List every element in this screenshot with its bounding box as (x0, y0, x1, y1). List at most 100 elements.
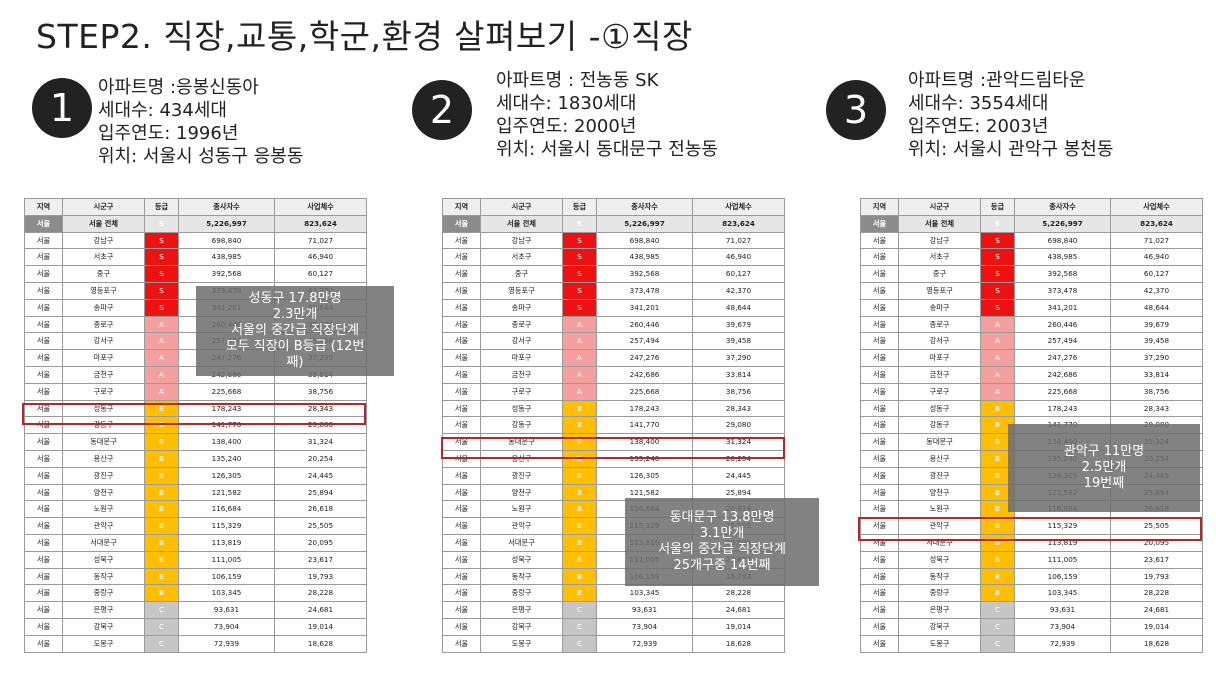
district-cell: 은평구 (898, 601, 981, 619)
table-row: 서울 서초구 S 438,985 46,940 (442, 248, 785, 267)
callout-line: 서울의 중간급 직장단계 (231, 323, 359, 338)
grade-cell: C (562, 601, 597, 619)
district-cell: 광진구 (898, 466, 981, 485)
grade-cell: B (562, 399, 597, 418)
businesses-cell: 20,095 (274, 533, 367, 552)
grade-cell: B (980, 399, 1015, 418)
district-cell: 마포구 (898, 349, 981, 367)
column-header: 종사자수 (1014, 198, 1111, 216)
businesses-cell: 28,228 (692, 584, 785, 603)
businesses-cell: 71,027 (1110, 231, 1203, 250)
grade-cell: A (144, 315, 179, 334)
grade-cell: A (144, 382, 179, 401)
region-cell: 서울 (442, 466, 481, 485)
region-cell: 서울 (860, 315, 899, 334)
grade-cell: B (144, 533, 179, 552)
workers-cell: 73,904 (596, 617, 693, 636)
district-cell: 성북구 (898, 550, 981, 569)
region-cell: 서울 (860, 365, 899, 384)
businesses-cell: 37,290 (1110, 349, 1203, 367)
number-badge-1: 1 (32, 78, 92, 138)
businesses-cell: 48,644 (692, 298, 785, 317)
region-cell: 서울 (860, 550, 899, 569)
apartment-location: 위치: 서울시 관악구 봉천동 (908, 139, 1114, 160)
region-cell: 서울 (24, 248, 63, 267)
businesses-cell: 19,014 (692, 617, 785, 636)
district-cell: 송파구 (62, 298, 145, 317)
grade-cell: S (562, 248, 597, 267)
grade-cell: B (144, 550, 179, 569)
workers-cell: 141,770 (596, 416, 693, 435)
workers-cell: 121,582 (178, 483, 275, 502)
apartment-year: 입주연도: 2003년 (908, 116, 1049, 137)
district-cell: 도봉구 (480, 634, 563, 653)
businesses-cell: 28,343 (1110, 399, 1203, 418)
businesses-cell: 42,370 (1110, 281, 1203, 300)
grade-cell: B (980, 584, 1015, 603)
workers-cell: 698,840 (1014, 231, 1111, 250)
column-header: 종사자수 (596, 198, 693, 216)
region-cell: 서울 (24, 500, 63, 519)
businesses-cell: 33,814 (692, 365, 785, 384)
apartment-info-3: 아파트명 :관악드림타운 세대수: 3554세대 입주연도: 2003년 위치:… (908, 69, 1113, 161)
region-cell: 서울 (24, 517, 63, 535)
businesses-cell: 24,445 (692, 466, 785, 485)
table-row: 서울 도봉구 C 72,939 18,628 (442, 634, 785, 653)
region-cell: 서울 (442, 601, 481, 619)
grade-cell: B (562, 466, 597, 485)
businesses-cell: 24,681 (1110, 601, 1203, 619)
district-cell: 영등포구 (62, 281, 145, 300)
region-cell: 서울 (860, 281, 899, 300)
region-cell: 서울 (860, 433, 899, 451)
region-cell: 서울 (24, 298, 63, 317)
grade-cell: B (562, 416, 597, 435)
businesses-cell: 25,894 (274, 483, 367, 502)
workers-cell: 93,631 (178, 601, 275, 619)
apartment-info-2: 아파트명 : 전농동 SK 세대수: 1830세대 입주연도: 2000년 위치… (496, 69, 718, 161)
grade-cell: S (144, 214, 179, 233)
region-cell: 서울 (442, 315, 481, 334)
workers-cell: 93,631 (1014, 601, 1111, 619)
grade-cell: A (562, 332, 597, 351)
workers-cell: 73,904 (178, 617, 275, 636)
workers-cell: 111,005 (1014, 550, 1111, 569)
businesses-cell: 18,628 (692, 634, 785, 653)
district-cell: 동작구 (62, 567, 145, 586)
highlight-row-seongdong (22, 403, 366, 425)
apartment-households: 세대수: 1830세대 (496, 93, 637, 114)
district-cell: 서초구 (898, 248, 981, 267)
table-row: 서울 강북구 C 73,904 19,014 (24, 617, 367, 636)
businesses-cell: 24,445 (274, 466, 367, 485)
district-cell: 종로구 (62, 315, 145, 334)
column-header: 시군구 (62, 198, 145, 216)
region-cell: 서울 (442, 634, 481, 653)
businesses-cell: 823,624 (692, 214, 785, 233)
businesses-cell: 19,793 (274, 567, 367, 586)
table-row: 서울 도봉구 C 72,939 18,628 (860, 634, 1203, 653)
district-cell: 강북구 (62, 617, 145, 636)
district-cell: 서울 전체 (62, 214, 145, 233)
district-cell: 중랑구 (480, 584, 563, 603)
district-cell: 광진구 (480, 466, 563, 485)
businesses-cell: 26,618 (274, 500, 367, 519)
number-badge-3: 3 (826, 80, 886, 140)
district-cell: 노원구 (62, 500, 145, 519)
workers-cell: 138,400 (178, 433, 275, 451)
table-row: 서울 중랑구 B 103,345 28,228 (24, 584, 367, 603)
workers-cell: 698,840 (178, 231, 275, 250)
column-header: 지역 (442, 198, 481, 216)
grade-cell: A (144, 332, 179, 351)
table-row: 서울 중랑구 B 103,345 28,228 (442, 584, 785, 603)
district-cell: 강북구 (898, 617, 981, 636)
businesses-cell: 46,940 (274, 248, 367, 267)
workers-cell: 106,159 (178, 567, 275, 586)
grade-cell: S (144, 265, 179, 283)
workers-cell: 103,345 (1014, 584, 1111, 603)
column-header: 시군구 (898, 198, 981, 216)
apartment-name: 아파트명 : 전농동 SK (496, 70, 659, 91)
region-cell: 서울 (442, 399, 481, 418)
